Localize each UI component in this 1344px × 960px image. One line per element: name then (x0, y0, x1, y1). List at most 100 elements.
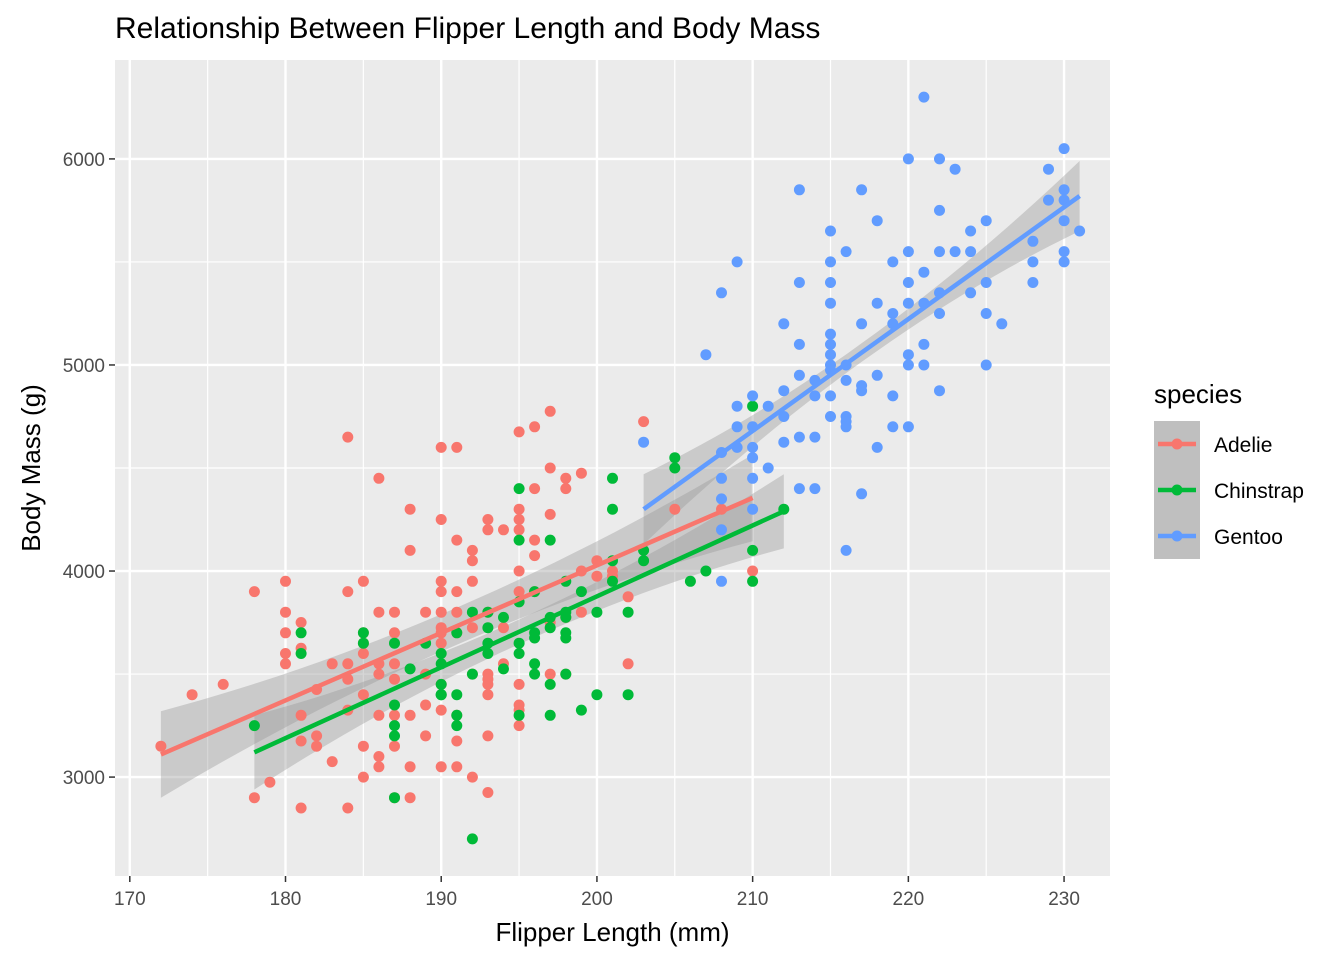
data-point-gentoo (825, 225, 836, 237)
data-point-chinstrap (513, 483, 525, 495)
data-point-gentoo (918, 266, 930, 278)
x-axis-title: Flipper Length (mm) (495, 917, 729, 947)
data-point-gentoo (980, 215, 992, 227)
data-point-gentoo (918, 359, 930, 371)
data-point-gentoo (887, 308, 899, 319)
data-point-chinstrap (513, 709, 525, 721)
data-point-chinstrap (747, 575, 759, 587)
data-point-gentoo (902, 421, 914, 433)
data-point-adelie (295, 802, 307, 814)
data-point-gentoo (1027, 277, 1039, 288)
data-points (155, 91, 1086, 845)
y-tick-label: 3000 (63, 768, 105, 789)
data-point-adelie (217, 678, 229, 690)
data-point-gentoo (840, 544, 852, 556)
data-point-adelie (622, 658, 634, 670)
data-point-chinstrap (451, 709, 463, 721)
data-point-chinstrap (529, 658, 541, 670)
data-point-adelie (513, 586, 525, 598)
data-point-gentoo (1058, 246, 1070, 258)
data-point-gentoo (949, 246, 961, 258)
data-point-adelie (466, 544, 478, 556)
data-point-gentoo (762, 400, 774, 412)
data-point-adelie (529, 534, 541, 546)
data-point-adelie (389, 740, 400, 752)
data-point-adelie (155, 740, 167, 752)
data-point-gentoo (793, 369, 805, 381)
data-point-gentoo (840, 421, 852, 433)
data-point-chinstrap (498, 663, 509, 675)
data-point-adelie (389, 709, 400, 721)
data-point-adelie (311, 740, 323, 752)
data-point-gentoo (902, 277, 914, 288)
data-point-gentoo (825, 277, 836, 288)
data-point-chinstrap (575, 704, 587, 716)
data-point-adelie (435, 704, 447, 716)
y-axis-title: Body Mass (g) (16, 384, 46, 552)
data-point-adelie (466, 771, 478, 783)
data-point-gentoo (747, 452, 759, 464)
regression-line-chinstrap (253, 509, 785, 755)
data-point-adelie (466, 555, 478, 567)
data-point-gentoo (996, 318, 1008, 330)
data-point-adelie (482, 678, 494, 690)
data-point-chinstrap (544, 678, 556, 690)
data-point-chinstrap (591, 606, 603, 618)
data-point-chinstrap (389, 699, 400, 711)
data-point-adelie (622, 591, 634, 603)
data-point-chinstrap (747, 544, 759, 556)
data-point-chinstrap (684, 575, 696, 587)
data-point-gentoo (887, 421, 899, 433)
data-point-gentoo (1074, 225, 1086, 237)
legend-point-chinstrap (1171, 484, 1183, 496)
data-point-gentoo (871, 297, 883, 309)
x-tick-label: 180 (270, 889, 302, 910)
data-point-gentoo (825, 297, 836, 309)
data-point-chinstrap (669, 462, 681, 474)
data-point-adelie (420, 606, 432, 618)
data-point-adelie (638, 416, 650, 428)
data-point-chinstrap (607, 472, 618, 484)
data-point-adelie (513, 426, 525, 438)
x-axis: 170 180 190 200 210 220 230 (114, 876, 1080, 910)
data-point-adelie (280, 606, 291, 618)
y-axis: 3000 4000 5000 6000 (63, 150, 115, 789)
data-point-adelie (544, 462, 556, 474)
data-point-chinstrap (295, 648, 307, 659)
data-point-chinstrap (544, 709, 556, 721)
data-point-adelie (513, 720, 525, 732)
data-point-gentoo (856, 318, 868, 330)
data-point-adelie (295, 617, 307, 628)
data-point-adelie (420, 699, 432, 711)
data-point-gentoo (793, 338, 805, 350)
data-point-chinstrap (622, 689, 634, 701)
data-point-adelie (280, 658, 291, 670)
data-point-chinstrap (357, 637, 369, 649)
data-point-gentoo (778, 385, 790, 397)
data-point-adelie (482, 524, 494, 536)
legend: species Adelie Chinstrap Gentoo (1154, 379, 1304, 559)
x-tick-label: 210 (737, 889, 769, 910)
data-point-chinstrap (513, 637, 525, 649)
data-point-adelie (264, 776, 276, 788)
data-point-chinstrap (591, 689, 603, 701)
data-point-chinstrap (607, 503, 618, 515)
data-point-gentoo (856, 488, 868, 500)
data-point-chinstrap (638, 555, 650, 567)
data-point-chinstrap (466, 668, 478, 680)
data-point-adelie (513, 503, 525, 515)
data-point-adelie (357, 771, 369, 783)
data-point-adelie (373, 761, 385, 773)
data-point-adelie (311, 730, 323, 742)
data-point-adelie (404, 761, 416, 773)
data-point-adelie (529, 550, 541, 562)
data-point-chinstrap (747, 400, 759, 412)
data-point-gentoo (980, 308, 992, 319)
data-point-adelie (357, 740, 369, 752)
data-point-chinstrap (700, 565, 712, 577)
regression-line-gentoo (642, 194, 1081, 512)
data-point-gentoo (716, 524, 727, 536)
legend-label-chinstrap: Chinstrap (1214, 480, 1304, 503)
data-point-adelie (248, 792, 260, 804)
data-point-adelie (544, 668, 556, 680)
